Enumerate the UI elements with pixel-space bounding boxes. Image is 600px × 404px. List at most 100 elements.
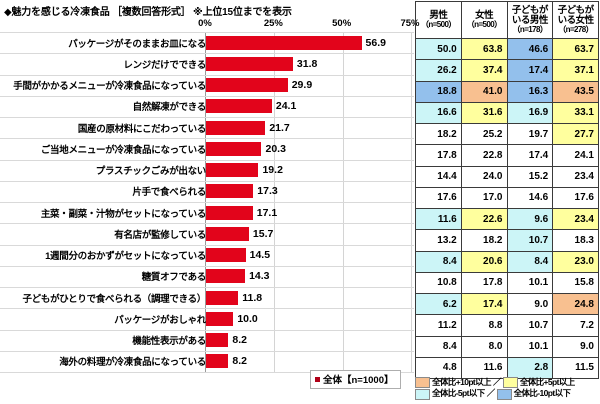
row-separator <box>0 202 414 203</box>
table-cell: 18.3 <box>552 229 599 252</box>
chart-bar <box>206 311 234 326</box>
table-cell: 10.1 <box>506 271 554 295</box>
chart-bar-value: 11.8 <box>242 291 263 304</box>
chart-row: 手間がかかるメニューが冷凍食品になっている 29.9 <box>0 75 414 96</box>
chart-bar <box>206 226 249 241</box>
x-axis-tick-75: 75% <box>400 18 420 29</box>
chart-row: 主菜・副菜・汁物がセットになっている 17.1 <box>0 202 414 223</box>
chart-row: レンジだけでできる 31.8 <box>0 53 414 74</box>
table-cell: 22.8 <box>460 144 508 167</box>
row-separator <box>0 329 414 331</box>
chart-row-label: 機能性表示がある <box>132 336 206 348</box>
legend-label: 全体比+10pt以上 <box>432 377 492 387</box>
table-cell: 17.8 <box>460 271 508 295</box>
chart-bar-value: 17.1 <box>256 206 278 219</box>
table-cell: 16.9 <box>506 101 554 125</box>
chart-bar-value: 31.8 <box>296 57 318 70</box>
chart-bar <box>206 120 266 135</box>
chart-bar <box>206 290 239 305</box>
chart-bar-value: 20.3 <box>265 142 286 155</box>
legend-color-swatch-icon <box>496 388 512 400</box>
chart-row-label: 糖質オフである <box>141 272 207 284</box>
table-column-header-count: （n=278） <box>558 24 593 34</box>
chart-bar <box>206 184 254 199</box>
table-cell: 18.8 <box>415 80 462 103</box>
table-cell: 17.6 <box>415 186 462 210</box>
table-cell: 20.6 <box>460 250 508 273</box>
series-legend-label: 全体【n=1000】 <box>323 375 394 386</box>
chart-row: パッケージがおしゃれ 10.0 <box>0 308 414 329</box>
chart-row-label: レンジだけでできる <box>123 59 206 71</box>
chart-bar-value: 56.9 <box>365 36 386 49</box>
table-cell: 63.8 <box>460 37 508 61</box>
table-cell: 33.1 <box>552 101 599 125</box>
segment-table-wrap: 男性 （n=500） 女性 （n=500） 子どもが いる男性 （n=178） 子どもが いる女… <box>415 1 599 380</box>
segment-table: 男性 （n=500） 女性 （n=500） 子どもが いる男性 （n=178） 子どもが いる女… <box>415 1 599 380</box>
x-axis-tick-0: 0% <box>198 18 212 29</box>
row-separator <box>0 308 414 310</box>
table-cell: 8.0 <box>460 335 508 358</box>
bar-chart: 0% 25% 50% 75% パッケージがそのままお皿になる 56.9 レンジだけでできる… <box>0 18 420 389</box>
row-separator <box>0 95 414 97</box>
legend-label: 全体比-5pt以下 <box>432 388 485 399</box>
table-cell: 10.1 <box>506 335 554 358</box>
chart-row-label: パッケージがおしゃれ <box>114 314 206 326</box>
table-cell: 25.2 <box>460 122 508 146</box>
table-cell: 11.6 <box>460 356 508 380</box>
table-cell: 13.2 <box>415 229 462 252</box>
legend-color-swatch-icon <box>502 377 518 389</box>
table-cell: 23.0 <box>552 250 599 273</box>
table-cell: 4.8 <box>415 356 462 380</box>
chart-row-label: ご当地メニューが冷凍食品になっている <box>40 144 206 156</box>
chart-row-label: 片手で食べられる <box>132 187 206 199</box>
chart-rows: パッケージがそのままお皿になる 56.9 レンジだけでできる 31.8 手間がかかるメニ… <box>0 32 414 373</box>
table-cell: 15.2 <box>506 165 554 188</box>
table-column-header-3: 子どもが いる男性 （n=178） <box>506 1 554 39</box>
chart-bar-value: 14.3 <box>249 270 270 283</box>
legend-label: 全体比+5pt以上 <box>519 377 575 387</box>
table-row: 16.6 31.6 16.9 33.1 <box>415 101 599 125</box>
chart-row: 片手で食べられる 17.3 <box>0 181 414 202</box>
chart-bar <box>206 333 229 348</box>
table-column-header-label: 女性 <box>475 9 494 21</box>
color-legend-line-2: 全体比-5pt以下／ 全体比-10pt以下 <box>415 388 599 400</box>
row-separator <box>0 223 414 225</box>
table-cell: 10.8 <box>415 271 462 295</box>
page-title: ◆魅力を感じる冷凍食品 ［複数回答形式］ ※上位15位までを表示 <box>4 7 292 18</box>
chart-bar-value: 24.1 <box>275 100 297 113</box>
chart-row: 機能性表示がある 8.2 <box>0 330 414 351</box>
row-separator <box>0 159 414 161</box>
row-separator <box>0 372 414 373</box>
table-row: 18.8 41.0 16.3 43.5 <box>415 80 599 103</box>
chart-row-label: 手間がかかるメニューが冷凍食品になっている <box>13 81 206 93</box>
chart-row: 自然解凍ができる 24.1 <box>0 96 414 117</box>
chart-row-label: 子どもがひとりで食べられる（調理できる） <box>22 293 206 305</box>
row-separator <box>0 244 414 246</box>
x-axis-tick-labels: 0% 25% 50% 75% <box>0 18 419 32</box>
table-column-header-1: 男性 （n=500） <box>415 1 462 39</box>
row-separator <box>0 117 414 118</box>
table-cell: 19.7 <box>506 122 554 146</box>
table-column-header-count: （n=500） <box>421 19 456 29</box>
table-row: 8.4 20.6 8.4 23.0 <box>415 250 599 273</box>
legend-color-swatch-icon <box>415 388 430 400</box>
chart-row: 子どもがひとりで食べられる（調理できる） 11.8 <box>0 287 414 308</box>
table-row: 26.2 37.4 17.4 37.1 <box>415 59 599 82</box>
chart-row-label: 自然解凍ができる <box>132 102 207 114</box>
chart-row: 国産の原材料にこだわっている 21.7 <box>0 117 414 138</box>
row-separator <box>0 265 414 267</box>
segment-table-head: 男性 （n=500） 女性 （n=500） 子どもが いる男性 （n=178） 子どもが いる女… <box>415 1 599 39</box>
table-cell: 41.0 <box>460 80 508 103</box>
row-separator <box>0 287 414 288</box>
table-cell: 8.4 <box>506 250 554 273</box>
row-separator <box>0 350 414 352</box>
chart-row: プラスチックごみが出ない 19.2 <box>0 160 414 181</box>
table-column-header-2: 女性 （n=500） <box>460 1 508 39</box>
table-header-row: 男性 （n=500） 女性 （n=500） 子どもが いる男性 （n=178） 子どもが いる女… <box>415 1 599 39</box>
legend-separator: ／ <box>492 377 501 387</box>
table-cell: 37.4 <box>460 59 508 82</box>
table-cell: 17.6 <box>552 186 599 210</box>
chart-row: 有名店が監修している 15.7 <box>0 223 414 244</box>
series-legend: 全体【n=1000】 <box>310 370 401 389</box>
table-cell: 17.4 <box>506 144 554 167</box>
